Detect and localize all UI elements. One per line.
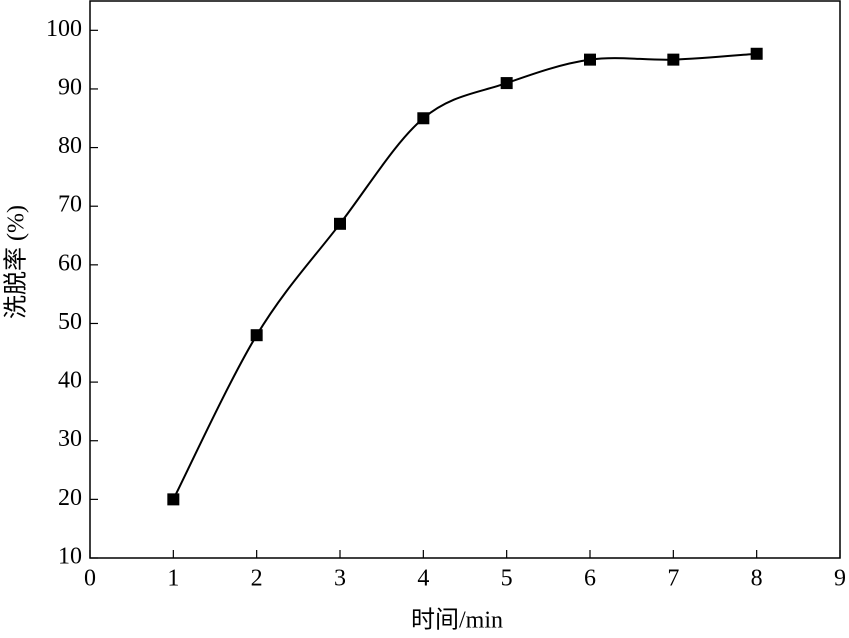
x-tick-label: 5 [501, 566, 513, 592]
marker [250, 329, 263, 342]
y-tick-label: 90 [58, 74, 82, 100]
x-tick-label: 7 [667, 566, 679, 592]
y-tick-label: 60 [58, 250, 82, 276]
marker [334, 217, 346, 230]
x-tick-label: 1 [167, 566, 179, 592]
y-tick-label: 10 [58, 544, 82, 570]
y-tick-label: 50 [58, 309, 82, 335]
y-tick-label: 70 [58, 192, 82, 218]
x-tick-label: 8 [751, 566, 763, 592]
y-tick-label: 20 [58, 485, 82, 511]
y-axis-title: 洗脱率 (%) [3, 205, 30, 319]
marker [584, 53, 596, 66]
y-tick-label: 80 [58, 133, 82, 159]
plot-frame [89, 0, 841, 559]
marker [500, 77, 513, 90]
marker [167, 493, 180, 506]
x-tick-label: 4 [417, 566, 429, 592]
x-tick-label: 2 [251, 566, 263, 592]
marker [750, 47, 763, 60]
marker [417, 112, 430, 125]
x-tick-label: 9 [834, 566, 846, 592]
y-tick-label: 100 [46, 16, 82, 42]
y-tick-label: 30 [58, 426, 82, 452]
marker [667, 53, 680, 66]
x-axis-title: 时间/min [411, 607, 503, 634]
x-tick-label: 6 [584, 566, 596, 592]
series-line [172, 52, 757, 500]
y-tick-label: 40 [58, 368, 82, 394]
x-tick-label: 0 [84, 566, 96, 592]
x-tick-label: 3 [334, 566, 346, 592]
